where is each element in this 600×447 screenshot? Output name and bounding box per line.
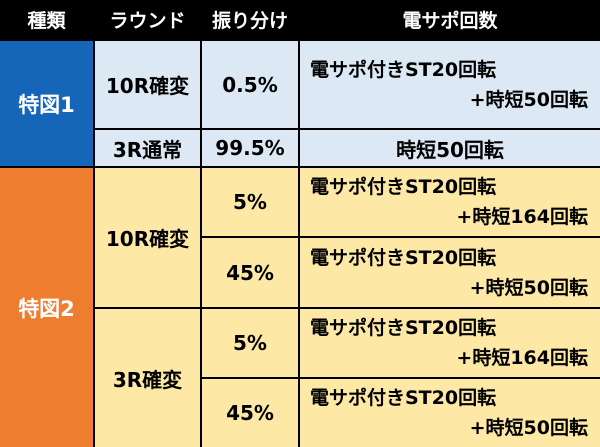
tokuzu2-round-10r: 10R確変 xyxy=(95,168,200,307)
support-line2: +時短50回転 xyxy=(469,88,588,111)
tokuzu1-round-3r: 3R通常 xyxy=(95,130,200,166)
header-round: ラウンド xyxy=(95,0,200,39)
tokuzu1-support-10r: 電サポ付きST20回転 +時短50回転 xyxy=(300,41,600,128)
tokuzu2-split-1: 5% xyxy=(202,168,298,236)
header-type: 種類 xyxy=(0,0,93,39)
support-line2: +時短164回転 xyxy=(456,347,588,369)
tokuzu2-round-3r: 3R確変 xyxy=(95,309,200,447)
tokuzu1-label: 特図1 xyxy=(0,41,93,166)
tokuzu2-split-4: 45% xyxy=(202,379,298,447)
tokuzu2-support-4: 電サポ付きST20回転 +時短50回転 xyxy=(300,379,600,447)
tokuzu2-support-2: 電サポ付きST20回転 +時短50回転 xyxy=(300,238,600,307)
tokuzu2-support-1: 電サポ付きST20回転 +時短164回転 xyxy=(300,168,600,236)
tokuzu2-label: 特図2 xyxy=(0,168,93,447)
header-support: 電サポ回数 xyxy=(300,0,600,39)
tokuzu1-split-10r: 0.5% xyxy=(202,41,298,128)
support-line1: 電サポ付きST20回転 xyxy=(310,387,497,409)
support-line2: +時短50回転 xyxy=(469,417,588,439)
support-line2: +時短50回転 xyxy=(469,276,588,299)
tokuzu2-split-3: 5% xyxy=(202,309,298,377)
tokuzu1-support-3r: 時短50回転 xyxy=(300,130,600,166)
support-line1: 電サポ付きST20回転 xyxy=(310,58,497,81)
support-line1: 電サポ付きST20回転 xyxy=(310,176,497,198)
header-split: 振り分け xyxy=(202,0,298,39)
tokuzu2-support-3: 電サポ付きST20回転 +時短164回転 xyxy=(300,309,600,377)
tokuzu2-split-2: 45% xyxy=(202,238,298,307)
support-line1: 電サポ付きST20回転 xyxy=(310,317,497,339)
tokuzu1-round-10r: 10R確変 xyxy=(95,41,200,128)
tokuzu1-split-3r: 99.5% xyxy=(202,130,298,166)
support-line2: +時短164回転 xyxy=(456,206,588,228)
support-line1: 電サポ付きST20回転 xyxy=(310,246,497,269)
